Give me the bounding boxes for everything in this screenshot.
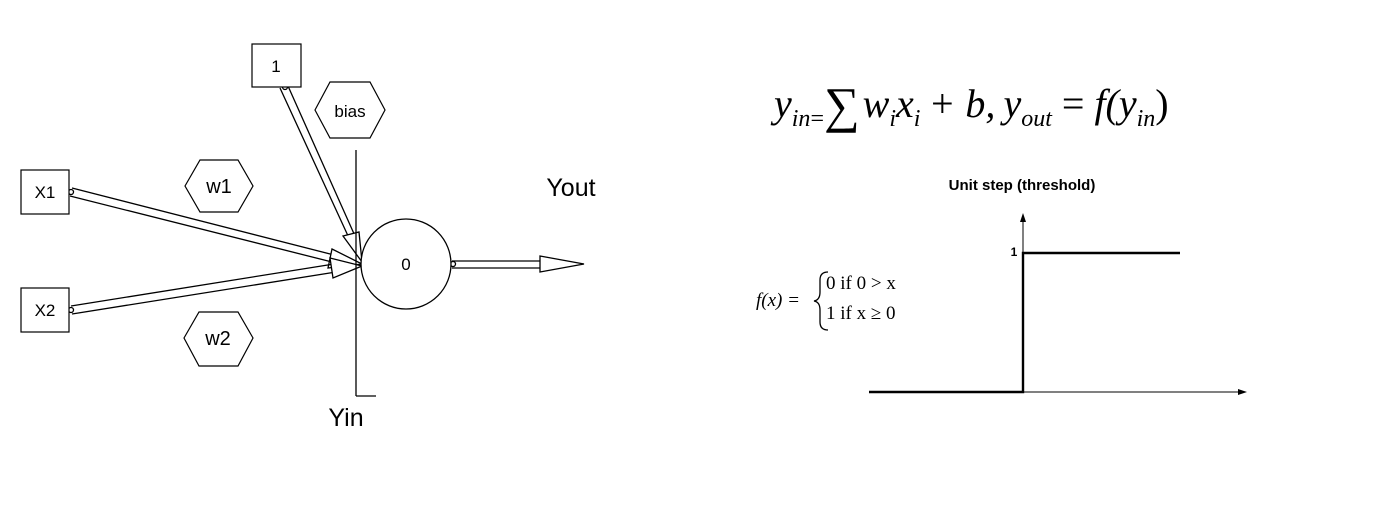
formula-close: ) [1155, 81, 1168, 126]
step-curve [869, 251, 1180, 394]
input-box-x2: X2 [20, 287, 70, 333]
weight-hexagon-w1: w1 [184, 159, 254, 213]
formula: yin=∑wixi + b, yout = f(yin) [770, 77, 1169, 133]
arrow-node-to-output [449, 255, 585, 273]
step-chart [869, 213, 1247, 395]
formula-sum: ∑ [824, 77, 860, 133]
yout-label: Yout [546, 174, 595, 202]
formula-i1: i [889, 106, 896, 132]
formula-f-open: f(y [1094, 81, 1136, 126]
definition-lhs: f(x) = [756, 290, 800, 311]
bias-input-box: 1 [251, 43, 302, 88]
formula-w: w [863, 81, 890, 126]
formula-in-sub: in [792, 106, 811, 132]
definition-case-1: 1 if x ≥ 0 [826, 303, 896, 324]
step-tick-1: 1 [1011, 245, 1018, 259]
definition-case-0: 0 if 0 > x [826, 273, 896, 294]
formula-yout-y: y [999, 81, 1021, 126]
step-y-axis-arrow [1020, 213, 1026, 222]
yin-axis-line [355, 150, 376, 397]
definition-brace [813, 271, 829, 331]
step-definition: f(x) = 0 if 0 > x 1 if x ≥ 0 [756, 271, 896, 331]
neuron-value: 0 [401, 255, 410, 274]
bias-input-label: 1 [271, 57, 280, 76]
arrow-bias-to-node [279, 83, 363, 265]
formula-i2: i [914, 106, 921, 132]
input-label-x1: X1 [35, 183, 56, 202]
weight-label-w1: w1 [205, 176, 232, 198]
yin-label: Yin [328, 404, 363, 432]
step-x-axis-arrow [1238, 389, 1247, 395]
formula-eq-small: = [810, 106, 824, 132]
bias-label: bias [334, 102, 365, 121]
formula-eq: = [1062, 81, 1085, 126]
weight-hexagon-w2: w2 [183, 311, 254, 367]
formula-y: y [770, 81, 792, 126]
formula-plus-b: + b, [928, 81, 995, 126]
bias-hexagon: bias [314, 81, 386, 139]
formula-out-sub: out [1021, 106, 1053, 132]
input-box-x1: X1 [20, 169, 70, 215]
formula-in-sub2: in [1137, 106, 1156, 132]
input-label-x2: X2 [35, 301, 56, 320]
formula-x: x [895, 81, 914, 126]
arrow-x2-to-node [67, 257, 365, 315]
connections [67, 83, 585, 397]
neuron-node: 0 [360, 218, 452, 310]
step-chart-title: Unit step (threshold) [949, 177, 1096, 194]
weight-label-w2: w2 [204, 328, 231, 350]
